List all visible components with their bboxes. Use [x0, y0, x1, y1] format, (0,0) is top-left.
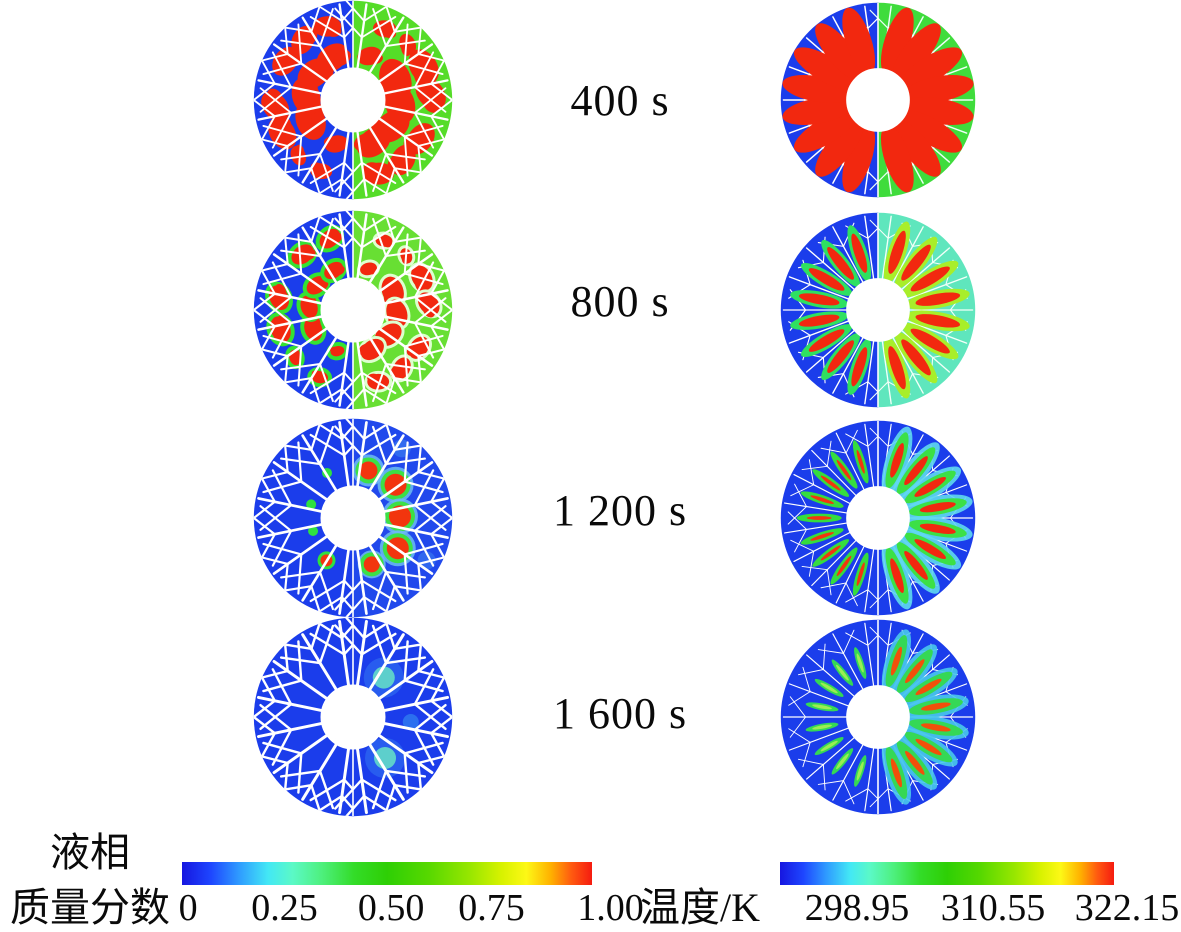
time-label-400s: 400 s — [570, 76, 670, 125]
time-label-800s: 800 s — [570, 277, 670, 326]
colorbar-tick: 0.75 — [458, 887, 525, 929]
contour-disc-temperature-800s — [780, 212, 976, 408]
colorbar-tick: 0 — [178, 887, 198, 929]
colorbar-tick: 0.25 — [251, 887, 318, 929]
contour-disc-mass-fraction-1600s — [253, 617, 453, 817]
contour-disc-mass-fraction-1200s — [253, 418, 453, 618]
mass-fraction-colorbar-title-line1: 液相 — [50, 830, 130, 875]
mass-fraction-colorbar-title-line2: 质量分数 — [10, 885, 170, 930]
time-label-1600s: 1 600 s — [552, 689, 688, 738]
contour-disc-mass-fraction-800s — [253, 210, 453, 410]
colorbar-tick: 322.15 — [1074, 887, 1180, 929]
time-label-1200s: 1 200 s — [552, 486, 688, 535]
mass-fraction-colorbar — [182, 862, 592, 885]
contour-disc-mass-fraction-400s — [253, 0, 453, 200]
colorbar-tick: 298.95 — [804, 887, 910, 929]
colorbar-tick: 0.50 — [357, 887, 425, 929]
temperature-colorbar-title: 温度/K — [640, 885, 760, 930]
contour-disc-temperature-1600s — [780, 619, 976, 815]
colorbar-tick: 310.55 — [940, 887, 1046, 929]
colorbar-tick: 1.00 — [577, 887, 644, 929]
contour-disc-temperature-400s — [780, 2, 976, 198]
temperature-colorbar — [780, 862, 1114, 885]
contour-disc-temperature-1200s — [780, 420, 976, 616]
